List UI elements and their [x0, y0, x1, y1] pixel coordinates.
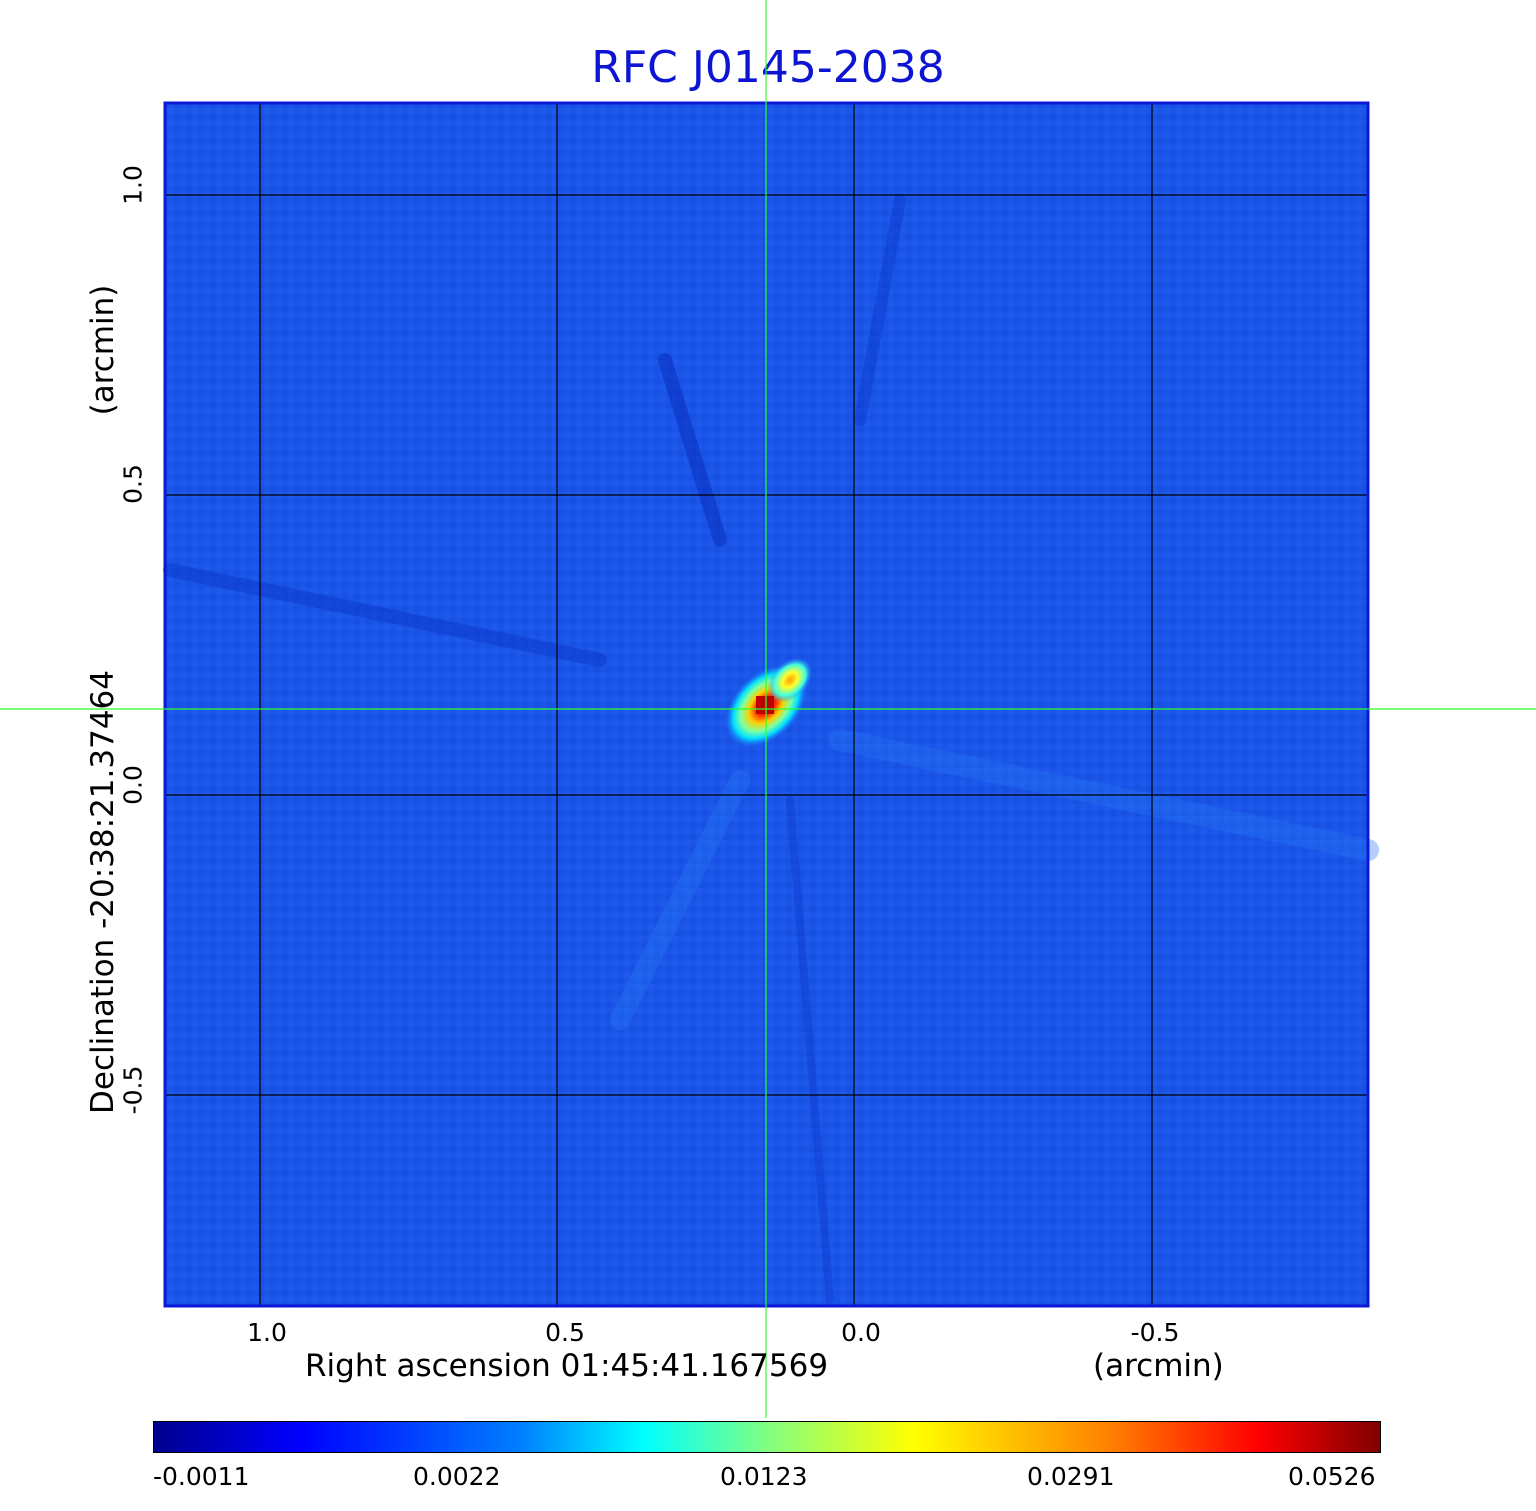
- y-tick-label: -0.5: [118, 1065, 148, 1115]
- y-tick-label: 1.0: [118, 165, 148, 205]
- colorbar-tick-label: 0.0123: [720, 1462, 808, 1491]
- colorbar: [153, 1421, 1381, 1453]
- image-title: RFC J0145-2038: [591, 42, 945, 93]
- y-axis-label: Declination -20:38:21.37464: [85, 670, 121, 1114]
- x-tick-label: -0.5: [1130, 1318, 1180, 1347]
- crosshair: [0, 0, 1536, 1418]
- y-tick-label: 0.5: [118, 464, 148, 504]
- colorbar-tick-label: 0.0291: [1027, 1462, 1115, 1491]
- x-tick-label: 1.0: [247, 1318, 287, 1347]
- colorbar-tick-label: -0.0011: [153, 1462, 250, 1491]
- x-axis-label: Right ascension 01:45:41.167569: [305, 1348, 829, 1384]
- y-tick-label: 0.0: [118, 765, 148, 805]
- colorbar-tick-label: 0.0022: [413, 1462, 501, 1491]
- x-tick-label: 0.5: [545, 1318, 585, 1347]
- x-tick-label: 0.0: [841, 1318, 881, 1347]
- x-axis-unit: (arcmin): [1093, 1348, 1224, 1384]
- colorbar-tick-label: 0.0526: [1288, 1462, 1376, 1491]
- y-axis-unit: (arcmin): [85, 284, 121, 416]
